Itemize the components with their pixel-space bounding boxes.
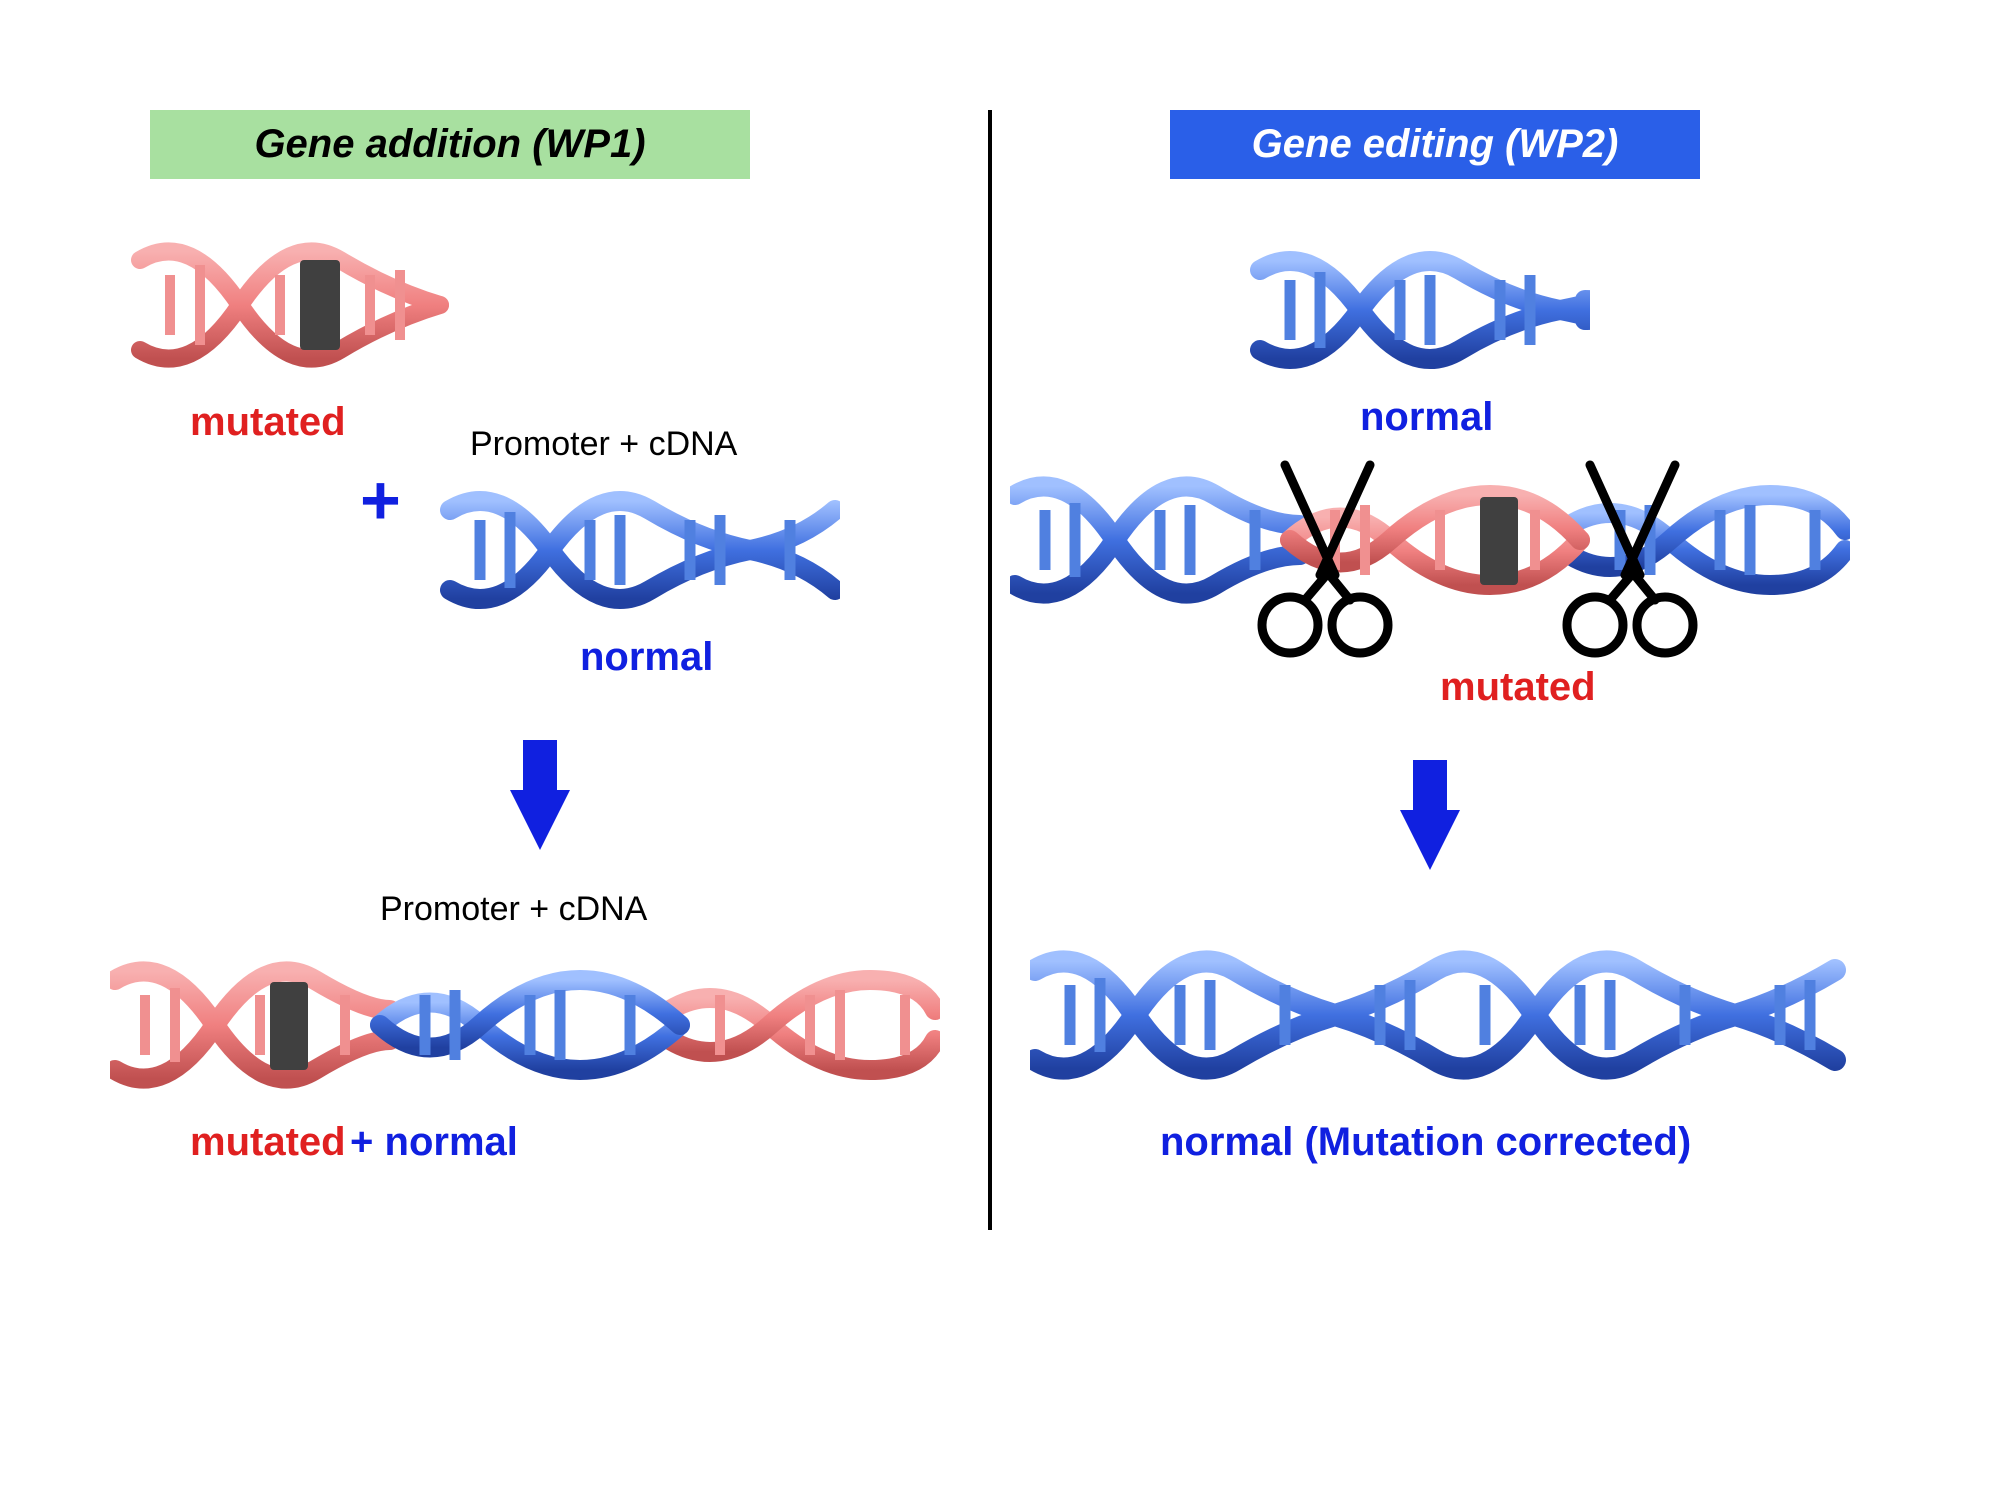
result-plus-label: + [350,1120,384,1164]
left-panel: Gene addition (WP1) mutated + [110,110,990,1230]
diagram-container: Gene addition (WP1) mutated + [110,110,1870,1230]
chimeric-dna-icon [1010,455,1850,625]
arrow-down-icon [510,790,570,850]
arrow-down-right-icon [1400,810,1460,870]
right-panel: Gene editing (WP2) [990,110,1870,1230]
combined-dna-icon [110,940,940,1110]
normal-label: normal [580,635,713,680]
promoter-cdna-top-label: Promoter + cDNA [470,425,737,464]
result-normal-dna-icon [1030,930,1850,1100]
right-title: Gene editing (WP2) [1170,110,1700,179]
result-corrected-label: normal (Mutation corrected) [1160,1120,1691,1165]
normal-dna-icon [440,470,840,630]
mutated-label: mutated [190,400,346,445]
result-normal-label: normal [385,1120,518,1164]
plus-icon: + [360,460,401,540]
promoter-cdna-bottom-label: Promoter + cDNA [380,890,647,929]
middle-mutated-label: mutated [1440,665,1596,710]
top-normal-label: normal [1360,395,1493,440]
mutated-dna-icon [130,220,470,390]
left-title: Gene addition (WP1) [150,110,750,179]
top-normal-dna-icon [1250,230,1590,390]
result-label-group: mutated + normal [190,1120,518,1165]
result-mutated-label: mutated [190,1120,346,1164]
scissors-left-icon [1240,455,1410,665]
scissors-right-icon [1545,455,1715,665]
